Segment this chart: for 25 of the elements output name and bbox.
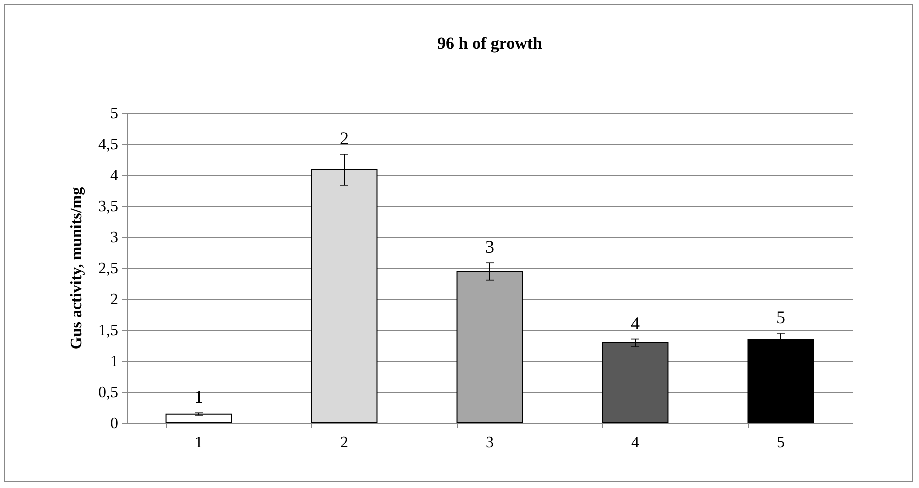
x-tick-label: 3: [486, 434, 494, 452]
bar: [602, 342, 669, 424]
y-tick-label: 2,5: [98, 260, 118, 278]
y-tick-label: 3,5: [98, 198, 118, 216]
y-tick-label: 5: [110, 106, 118, 122]
x-tick-label: 1: [195, 434, 204, 452]
x-tick-label: 4: [631, 434, 640, 452]
y-tick-label: 2: [110, 292, 118, 308]
annotation: 2: [340, 128, 350, 149]
annotation: 5: [776, 308, 786, 328]
y-tick-label: 0: [110, 416, 118, 432]
x-tick-label: 5: [776, 434, 785, 452]
bar: [166, 414, 232, 424]
y-tick-label: 0,5: [98, 384, 118, 402]
y-tick-label: 1: [110, 354, 118, 370]
y-tick-label: 4: [110, 168, 118, 184]
y-tick-label: 1,5: [98, 322, 118, 340]
annotation: 4: [630, 313, 640, 334]
y-axis-title: Gus activity, munits/mg: [68, 187, 86, 350]
annotation: 3: [486, 237, 494, 258]
annotation: 1: [194, 387, 204, 408]
y-tick-label: 3: [110, 230, 118, 246]
y-tick-label: 4,5: [98, 136, 118, 154]
chart-title: 96 h of growth: [438, 34, 544, 53]
x-tick-label: 2: [340, 434, 349, 452]
